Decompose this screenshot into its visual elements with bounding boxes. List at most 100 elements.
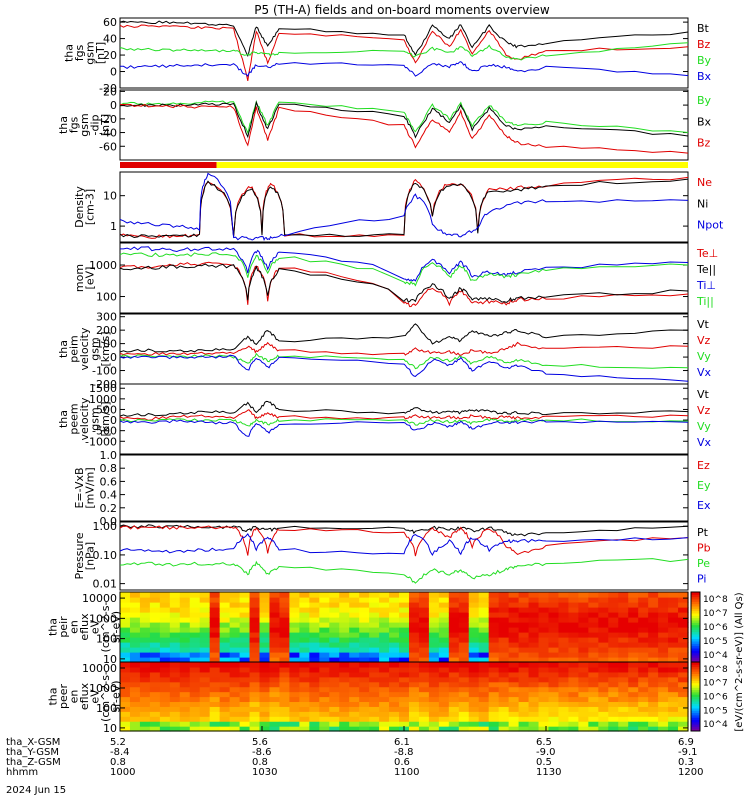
colorbar-label: [eV/(cm^2-s-sr-eV)] (All Qs) — [734, 592, 745, 731]
peim_velocity-panel: 3002001000-100-200thapeimvelocitygsm[km/… — [57, 311, 712, 391]
x-axis-row-label-1: tha_Y-GSM — [6, 747, 59, 758]
fgs_gsm-series-Bt-0 — [119, 20, 689, 58]
peem_velocity-series-Vy-2 — [119, 418, 689, 427]
x-axis-value-1-3: -9.0 — [536, 747, 556, 758]
fgs_gsm-ytick-label-2: 20 — [103, 49, 117, 62]
x-axis-value-0-1: 5.6 — [252, 737, 268, 748]
peir_en_eflux-spectrogram — [120, 592, 689, 663]
x-axis-value-3-1: 1030 — [252, 767, 277, 778]
peem_velocity-ytick-label-0: 1500 — [89, 382, 117, 395]
density-frame — [119, 171, 689, 243]
x-axis-value-0-3: 6.5 — [536, 737, 552, 748]
temperature-y-ticks: 1000 100 — [89, 259, 688, 304]
peim_velocity-series-Vz-1 — [119, 341, 689, 356]
fgs_gsm-series-Bz-1 — [119, 24, 689, 82]
efield-frame — [119, 454, 689, 522]
x-axis-value-1-0: -8.4 — [110, 747, 130, 758]
density-legend-1: Ni — [697, 197, 708, 210]
temperature-legend-2: Ti⊥ — [696, 279, 716, 292]
x-axis-value-3-3: 1130 — [536, 767, 561, 778]
x-axis-value-1-4: -9.1 — [678, 747, 698, 758]
colorbar-1: 10^8 10^7 10^6 10^5 10^4 — [690, 661, 728, 732]
colorbar-1-tick-2: 10^6 — [703, 693, 728, 703]
efield-ytick-label-3: 0.4 — [100, 489, 118, 502]
peim_velocity-ytick-label-1: 200 — [96, 324, 117, 337]
peim_velocity-ytick-label-2: 100 — [96, 338, 117, 351]
peim_velocity-y-label: thapeimvelocitygsm[km/s] — [57, 327, 112, 370]
fgs_gsm_dt-ytick-label-2: -20 — [99, 113, 117, 126]
colorbar-1-tick-1: 10^7 — [703, 679, 728, 689]
peer_en_eflux-ytick-label-1: 1000 — [89, 682, 117, 695]
colorbar-layer: 10^8 10^7 10^6 10^5 10^4 10^8 10^7 10^6 10^5 10^4… — [690, 591, 745, 732]
x-axis-value-3-4: 1200 — [678, 767, 703, 778]
pressure-y-ticks: 1.00 0.10 0.01 — [93, 520, 688, 591]
peer_en_eflux-panel: 10000 1000 100 10thapeerenefluxeV(cm^2-s-sr… — [47, 661, 689, 735]
peer_en_eflux-ytick-label-0: 10000 — [82, 662, 117, 675]
peir_en_eflux-ytick-label-3: 10 — [103, 653, 117, 666]
colorbar-0-tick-2: 10^6 — [703, 623, 728, 633]
peim_velocity-legend-2: Vy — [697, 350, 711, 363]
x-axis-row-label-2: tha_Z-GSM — [6, 757, 61, 768]
fgs_gsm_dt-series-Bz-2 — [119, 103, 689, 154]
peir_en_eflux-y-label: thapeirenefluxeV(cm^2-s-sr-eV) — [47, 602, 123, 653]
density-ytick-label-1: 1 — [110, 220, 117, 233]
pressure-legend-2: Pe — [697, 557, 710, 570]
fgs_gsm-ytick-label-4: -20 — [99, 82, 117, 95]
efield-ytick-label-5: 0.0 — [100, 515, 118, 528]
peem_velocity-series-Vz-1 — [119, 409, 689, 421]
pressure-ytick-label-2: 0.01 — [93, 578, 118, 591]
density-series-Npot-2 — [119, 172, 689, 242]
peim_velocity-series-Vt-0 — [119, 323, 689, 353]
efield-ytick-label-2: 0.6 — [100, 475, 118, 488]
fgs_gsm-series-By-2 — [119, 42, 689, 61]
peer_en_eflux-y-ticks: 10000 1000 100 10 — [82, 662, 688, 735]
x-axis-value-2-4: 0.3 — [678, 757, 694, 768]
pressure-y-label: Pressure[nPa] — [73, 532, 97, 579]
peem_velocity-ytick-label-3: 0 — [110, 414, 117, 427]
density-y-ticks: 10 1 — [103, 190, 688, 233]
mode-bar-segment-0 — [120, 162, 217, 168]
efield-legend-0: Ez — [697, 459, 710, 472]
fgs_gsm_dt-legend-0: By — [697, 94, 712, 107]
peer_en_eflux-y-label: thapeerenefluxeV(cm^2-s-sr-eV) — [47, 671, 123, 722]
fgs_gsm-ytick-label-3: 0 — [110, 66, 117, 79]
density-panel: 10 1 Density[cm-3] Ne Ni Npot — [73, 171, 724, 243]
density-ytick-label-0: 10 — [103, 190, 117, 203]
x-axis-value-2-0: 0.8 — [110, 757, 126, 768]
panels-layer: 6040200-20thafgsgsm[nT]BtBzByBx200-20-40… — [47, 16, 724, 735]
peem_velocity-ytick-label-2: 500 — [96, 403, 117, 416]
peim_velocity-series-Vx-3 — [119, 354, 689, 382]
x-axis-value-2-1: 0.8 — [252, 757, 268, 768]
peem_velocity-series-Vx-3 — [119, 419, 689, 437]
peer_en_eflux-spectrogram — [120, 662, 689, 732]
density-y-label: Density[cm-3] — [73, 186, 97, 228]
pressure-series-Pt-0 — [119, 524, 689, 537]
temperature-series-Ti-3 — [119, 252, 689, 287]
temperature-series-Ti-2 — [120, 246, 689, 282]
x-axis-row-label-0: tha_X-GSM — [6, 737, 60, 748]
efield-legend-2: Ex — [697, 499, 711, 512]
x-axis-value-2-3: 0.5 — [536, 757, 552, 768]
fgs_gsm-frame — [119, 17, 689, 89]
fgs_gsm-ytick-label-1: 40 — [103, 33, 117, 46]
peir_en_eflux-ytick-label-1: 1000 — [89, 612, 117, 625]
fgs_gsm_dt-series-By-0 — [119, 99, 689, 135]
temperature-series-Te-0 — [119, 261, 689, 308]
peem_velocity-frame — [119, 383, 689, 455]
x-axis-value-1-1: -8.6 — [252, 747, 272, 758]
temperature-ytick-label-1: 100 — [96, 291, 117, 304]
peer_en_eflux-ytick-label-2: 100 — [96, 702, 117, 715]
colorbar-1-tick-3: 10^5 — [703, 706, 728, 716]
peir_en_eflux-ytick-label-2: 100 — [96, 633, 117, 646]
temperature-ytick-label-0: 1000 — [89, 259, 117, 272]
colorbar-0: 10^8 10^7 10^6 10^5 10^4 — [690, 591, 728, 663]
fgs_gsm_dt-ytick-label-4: -60 — [99, 140, 117, 153]
fgs_gsm-y-label: thafgsgsm[nT] — [62, 41, 107, 64]
density-legend-0: Ne — [697, 176, 712, 189]
peem_velocity-panel: 150010005000-500-1000thapeemvelocitygsm[… — [57, 382, 712, 455]
pressure-frame — [119, 521, 689, 591]
pressure-legend-0: Pt — [697, 526, 709, 539]
